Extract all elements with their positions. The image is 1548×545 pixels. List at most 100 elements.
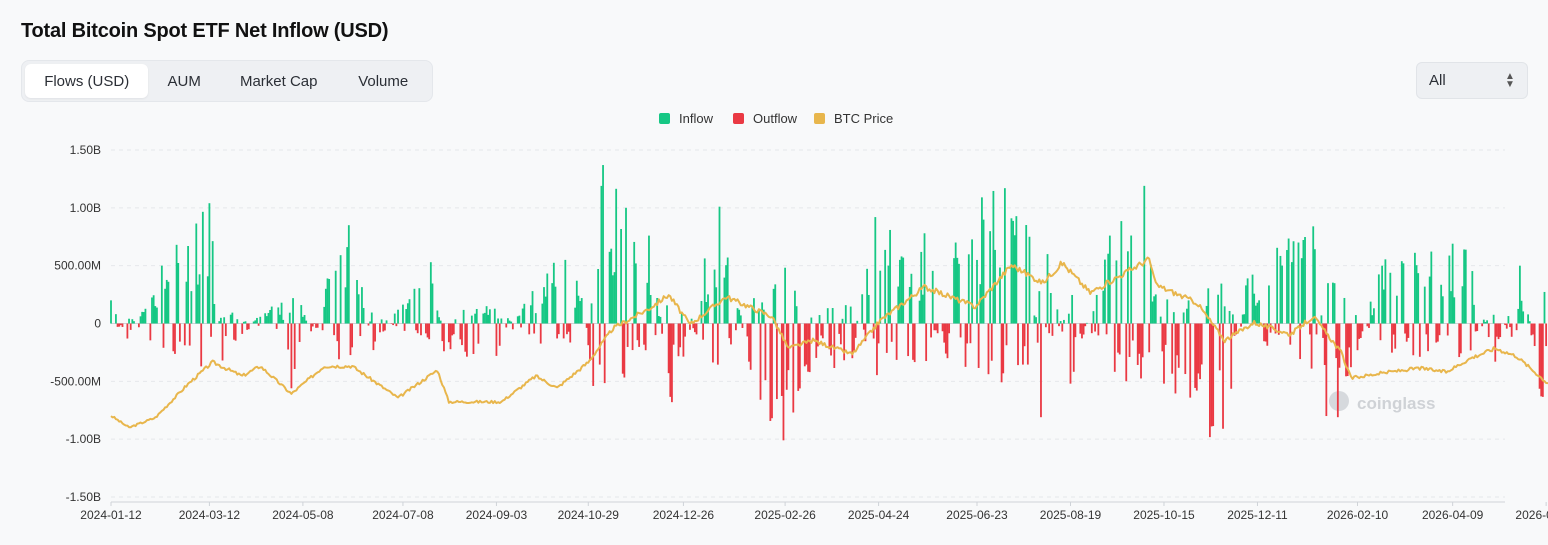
inflow-bar — [1343, 297, 1346, 324]
outflow-bar — [1125, 323, 1128, 382]
inflow-bar — [1377, 274, 1380, 324]
outflow-bar — [1197, 323, 1200, 374]
outflow-bar — [372, 323, 375, 351]
tab-volume[interactable]: Volume — [358, 72, 409, 90]
outflow-bar — [367, 323, 370, 326]
range-select[interactable]: All ▲ ▼ — [1416, 62, 1528, 99]
outflow-bar — [1117, 323, 1119, 353]
outflow-bar — [1538, 323, 1541, 389]
outflow-bar — [964, 323, 967, 367]
tab-flows[interactable]: Flows (USD) — [25, 64, 149, 98]
outflow-bar — [644, 323, 647, 351]
updown-chevron-icon: ▲ ▼ — [1505, 70, 1515, 90]
legend-label: BTC Price — [834, 111, 893, 126]
outflow-bar — [693, 323, 696, 333]
inflow-bar — [546, 273, 549, 324]
outflow-bar — [311, 323, 314, 327]
outflow-bar — [275, 323, 278, 329]
inflow-bar — [1217, 294, 1220, 324]
inflow-bar — [357, 294, 360, 324]
inflow-bar — [989, 231, 992, 324]
inflow-bar — [1518, 265, 1521, 324]
inflow-bar — [1528, 321, 1531, 324]
outflow-bar — [298, 323, 301, 342]
outflow-bar — [1515, 323, 1518, 331]
inflow-bar — [1049, 292, 1052, 324]
outflow-bar — [862, 323, 865, 330]
outflow-bar — [428, 323, 431, 340]
outflow-bar — [1309, 323, 1311, 335]
outflow-bar — [126, 323, 129, 339]
inflow-bar — [1254, 305, 1257, 324]
outflow-bar — [505, 323, 508, 328]
inflow-bar — [1012, 220, 1014, 324]
legend-swatch — [659, 113, 670, 124]
inflow-bar — [175, 244, 178, 324]
tab-market-cap[interactable]: Market Cap — [239, 72, 318, 90]
inflow-bar — [264, 313, 267, 324]
outflow-bar — [808, 323, 811, 373]
y-tick-label: -1.00B — [66, 432, 101, 446]
outflow-bar — [769, 323, 772, 421]
outflow-bar — [833, 323, 836, 368]
inflow-bar — [958, 263, 960, 324]
inflow-bar — [954, 242, 957, 324]
outflow-bar — [621, 323, 624, 374]
inflow-bar — [1382, 289, 1385, 324]
inflow-bar — [1517, 308, 1520, 324]
inflow-bar — [133, 321, 135, 324]
inflow-bar — [1172, 312, 1175, 324]
inflow-bar — [844, 305, 847, 324]
inflow-bar — [177, 262, 180, 324]
inflow-bar — [1187, 300, 1190, 324]
x-tick-label: 2024-10-29 — [558, 508, 620, 522]
outflow-bar — [1499, 323, 1502, 338]
inflow-bar — [362, 307, 365, 324]
inflow-bar — [577, 295, 580, 324]
outflow-bar — [1184, 323, 1187, 375]
inflow-bar — [474, 313, 477, 324]
inflow-bar — [751, 306, 754, 324]
inflow-bar — [866, 268, 869, 324]
inflow-bar — [508, 320, 511, 324]
outflow-bar — [172, 323, 175, 352]
outflow-bar — [1131, 323, 1134, 341]
inflow-bar — [634, 263, 637, 324]
outflow-bar — [1427, 323, 1429, 352]
tab-aum[interactable]: AUM — [167, 72, 201, 90]
inflow-bar — [218, 321, 221, 324]
outflow-bar — [876, 323, 878, 376]
outflow-bar — [464, 323, 467, 352]
outflow-bar — [987, 323, 990, 375]
outflow-bar — [234, 323, 237, 341]
outflow-bar — [943, 323, 946, 343]
inflow-bar — [361, 287, 363, 324]
inflow-bar — [344, 287, 347, 324]
outflow-bar — [1026, 323, 1029, 365]
outflow-bar — [1404, 323, 1406, 334]
inflow-bar — [774, 284, 777, 324]
outflow-bar — [313, 323, 316, 324]
outflow-bar — [1356, 323, 1359, 351]
outflow-bar — [716, 323, 719, 365]
inflow-bar — [470, 315, 473, 324]
outflow-bar — [1164, 323, 1167, 345]
outflow-bar — [748, 323, 750, 362]
inflow-bar — [633, 241, 636, 324]
inflow-bar — [726, 257, 729, 324]
outflow-bar — [1368, 323, 1370, 328]
inflow-bar — [1428, 276, 1431, 324]
outflow-bar — [567, 323, 570, 332]
outflow-bar — [1017, 323, 1019, 366]
x-tick-label: 2024-03-12 — [179, 508, 241, 522]
outflow-bar — [1509, 323, 1511, 328]
inflow-bar — [269, 310, 271, 324]
outflow-bar — [1177, 323, 1180, 368]
inflow-bar — [500, 318, 503, 324]
y-tick-label: -1.50B — [66, 490, 101, 504]
outflow-bar — [853, 323, 855, 352]
outflow-bar — [1379, 323, 1382, 341]
outflow-bar — [1209, 323, 1211, 438]
outflow-bar — [149, 323, 152, 341]
inflow-bar — [1245, 285, 1247, 324]
